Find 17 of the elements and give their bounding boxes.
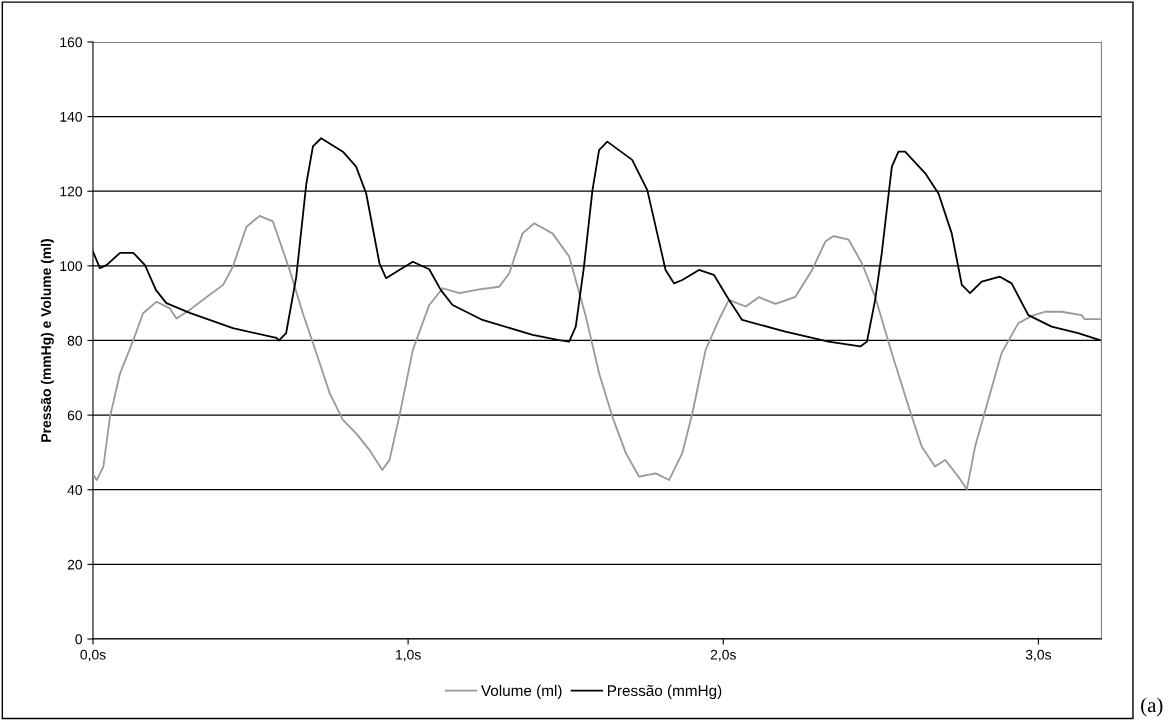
y-tick-label: 140 [60,111,83,122]
y-axis-title: Pressão (mmHg) e Volume (ml) [40,239,54,442]
y-tick-label: 100 [60,261,83,272]
text: (a) [1141,697,1163,717]
x-tick-label: 2,0s [710,649,736,662]
x-tick-label: 3,0s [1025,649,1052,662]
legend-label: Volume (ml) [481,684,562,700]
y-tick-label: 40 [67,485,83,495]
x-tick-label: 1,0s [396,649,421,662]
y-tick-label: 120 [60,186,83,197]
y-tick-label: 80 [67,335,83,346]
y-tick-label: 160 [60,37,83,48]
legend-label: Pressão (mmHg) [608,684,722,700]
y-tick-label: 0 [75,634,83,645]
y-tick-label: 60 [67,410,83,421]
y-tick-label: 20 [67,559,83,570]
x-tick-label: 0,0s [80,649,106,662]
